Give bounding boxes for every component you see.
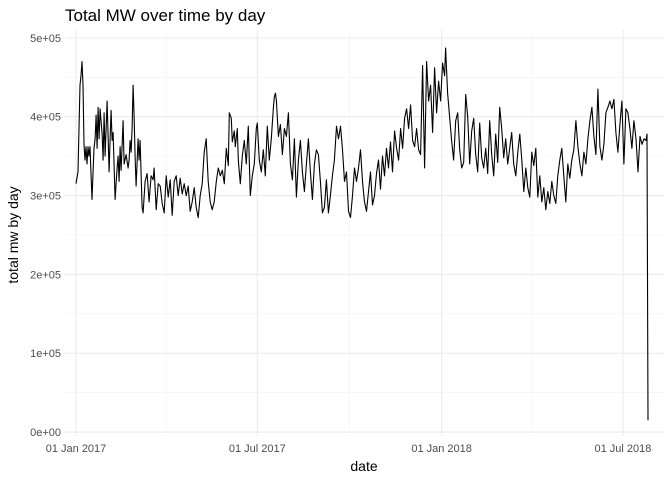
y-tick-label: 5e+05	[30, 33, 61, 45]
y-tick-label: 1e+05	[30, 348, 61, 360]
y-axis-title: total mw by day	[5, 186, 21, 283]
series-line	[75, 47, 649, 421]
x-tick-label: 01 Jul 2018	[594, 443, 651, 455]
chart-title: Total MW over time by day	[65, 6, 266, 25]
y-tick-label: 4e+05	[30, 112, 61, 124]
grid-layer	[65, 30, 664, 436]
y-tick-label: 2e+05	[30, 269, 61, 281]
x-tick-label: 01 Jan 2017	[46, 443, 107, 455]
x-tick-label: 01 Jan 2018	[411, 443, 472, 455]
y-tick-label: 3e+05	[30, 191, 61, 203]
series-layer	[75, 47, 649, 421]
tick-layer: 0e+00 1e+05 2e+05 3e+05 4e+05 5e+05 01 Jan 201…	[30, 33, 651, 455]
y-tick-label: 0e+00	[30, 427, 61, 439]
x-tick-label: 01 Jul 2017	[229, 443, 286, 455]
x-axis-title: date	[350, 458, 377, 474]
